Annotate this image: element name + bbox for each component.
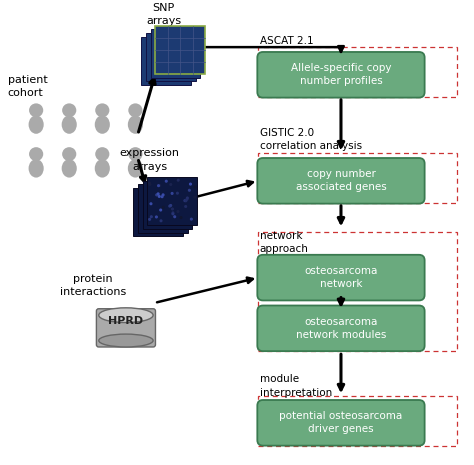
Ellipse shape [28,115,44,134]
Point [174,176,182,184]
Circle shape [29,103,43,117]
Ellipse shape [62,159,77,178]
Circle shape [95,103,109,117]
Point [153,191,161,199]
Circle shape [128,103,143,117]
Ellipse shape [95,115,110,134]
Circle shape [128,147,143,161]
Text: network
approach: network approach [260,231,309,254]
Ellipse shape [99,308,153,323]
Point [177,214,185,221]
Point [155,193,163,200]
Point [166,202,173,210]
Point [173,189,181,197]
Point [155,182,162,189]
Point [174,208,182,215]
Point [182,203,190,210]
Text: potential osteosarcoma
driver genes: potential osteosarcoma driver genes [279,411,402,434]
Point [186,186,193,194]
Point [167,202,174,209]
Bar [258,47,457,97]
Text: copy number
associated genes: copy number associated genes [296,169,386,193]
FancyBboxPatch shape [138,184,188,232]
Point [182,197,190,205]
Bar [258,396,457,446]
Circle shape [95,147,109,161]
FancyBboxPatch shape [257,306,425,351]
Ellipse shape [62,115,77,134]
FancyBboxPatch shape [146,33,196,81]
Circle shape [29,147,43,161]
FancyBboxPatch shape [257,255,425,300]
Ellipse shape [99,334,153,347]
Point [169,210,177,218]
Point [163,178,170,185]
Point [181,197,189,205]
Text: HPRD: HPRD [109,316,144,326]
Point [153,213,160,221]
Point [183,194,191,202]
Point [167,181,174,188]
Point [169,209,177,217]
Point [159,204,167,211]
Point [168,190,176,197]
FancyBboxPatch shape [151,29,201,78]
Text: ASCAT 2.1: ASCAT 2.1 [260,36,313,46]
Text: GISTIC 2.0
correlation analysis: GISTIC 2.0 correlation analysis [260,128,362,151]
Point [157,217,165,225]
FancyBboxPatch shape [147,177,197,226]
Point [188,215,195,223]
Circle shape [62,147,76,161]
FancyBboxPatch shape [257,400,425,445]
Point [155,190,162,198]
FancyBboxPatch shape [133,188,183,236]
Point [171,213,179,220]
Point [191,193,199,201]
FancyBboxPatch shape [257,52,425,98]
Text: osteosarcoma
network modules: osteosarcoma network modules [296,317,386,340]
Text: expression
arrays: expression arrays [119,148,180,172]
Ellipse shape [28,159,44,178]
Point [147,213,155,220]
Text: protein
interactions: protein interactions [60,274,126,297]
Point [159,191,167,199]
FancyBboxPatch shape [257,158,425,204]
FancyBboxPatch shape [96,309,155,347]
Point [174,176,182,183]
Point [187,180,194,188]
Point [146,216,154,223]
Point [183,196,191,203]
Text: module
interpretation: module interpretation [260,374,332,398]
Ellipse shape [95,159,110,178]
Point [156,182,164,189]
Text: SNP
arrays: SNP arrays [146,3,182,27]
FancyBboxPatch shape [143,180,192,229]
Bar [258,232,457,352]
Point [158,193,166,200]
Bar [258,153,457,203]
Ellipse shape [128,115,143,134]
Point [169,205,176,213]
Ellipse shape [128,159,143,178]
Point [157,206,164,214]
Circle shape [62,103,76,117]
Text: patient
cohort: patient cohort [8,75,47,98]
Point [191,183,199,191]
FancyBboxPatch shape [155,26,205,74]
Text: Allele-specific copy
number profiles: Allele-specific copy number profiles [291,63,391,86]
Point [147,200,155,207]
Point [146,180,154,188]
Text: osteosarcoma
network: osteosarcoma network [304,266,378,289]
Point [146,179,153,187]
FancyBboxPatch shape [141,37,191,85]
